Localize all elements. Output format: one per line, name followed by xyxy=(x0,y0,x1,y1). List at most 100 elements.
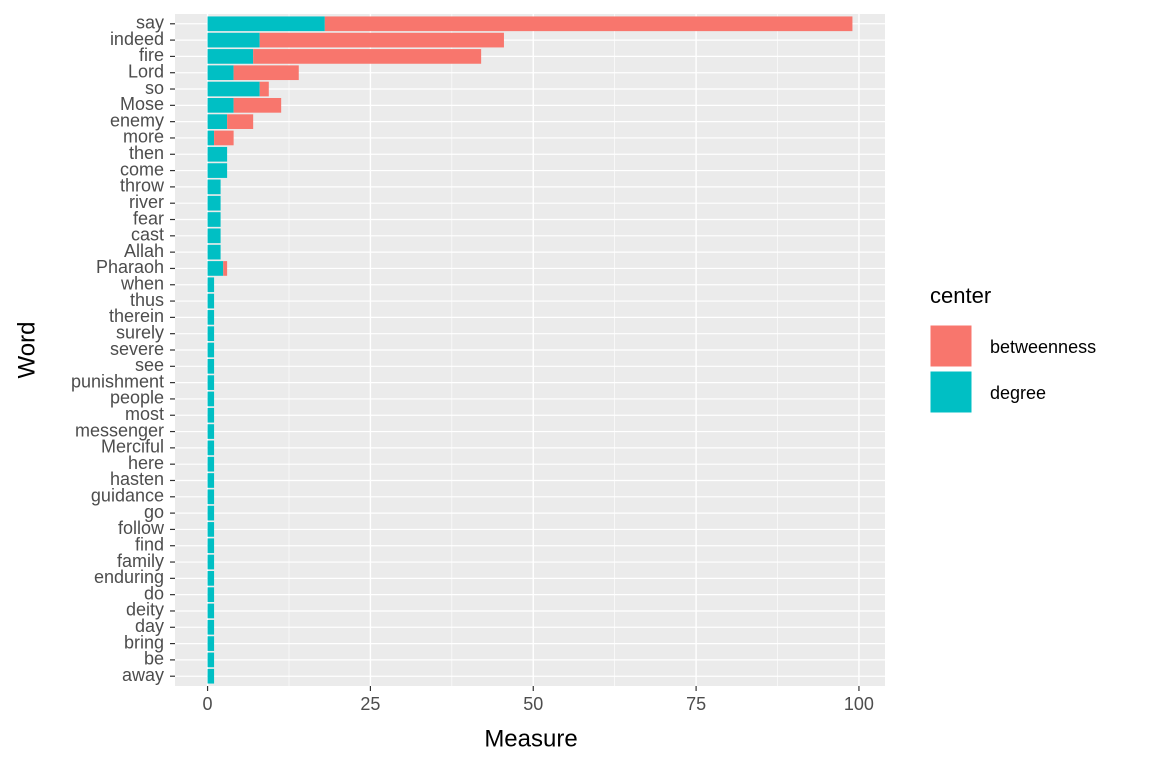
bar-segment xyxy=(207,163,228,178)
y-tick-label: therein xyxy=(109,306,164,326)
y-tick-label: surely xyxy=(116,322,164,342)
bar-segment xyxy=(207,505,215,521)
y-tick-label: day xyxy=(135,616,164,636)
bar-segment xyxy=(207,310,215,325)
bar-segment xyxy=(207,261,224,276)
bar-segment xyxy=(233,98,282,113)
y-tick-label: people xyxy=(110,388,164,408)
bar-segment xyxy=(207,81,260,97)
bar-segment xyxy=(207,456,215,472)
y-tick-label: go xyxy=(144,502,164,522)
bar-segment xyxy=(207,179,221,195)
bar-segment xyxy=(259,81,269,97)
x-tick-label: 75 xyxy=(686,694,706,714)
bar-segment xyxy=(207,32,260,48)
y-tick-label: then xyxy=(129,143,164,163)
y-tick-label: throw xyxy=(120,176,165,196)
y-tick-label: deity xyxy=(126,600,164,620)
y-tick-label: enemy xyxy=(110,110,164,130)
y-axis-title: Word xyxy=(13,322,40,379)
y-tick-label: fear xyxy=(133,208,164,228)
y-tick-label: away xyxy=(122,665,164,685)
bar-segment xyxy=(233,65,299,81)
y-tick-label: guidance xyxy=(91,486,164,506)
bar-segment xyxy=(207,212,221,227)
bar-segment xyxy=(207,65,234,81)
bar-segment xyxy=(207,391,215,407)
legend-key xyxy=(929,370,973,414)
y-tick-label: Allah xyxy=(124,241,164,261)
bar-segment xyxy=(207,587,215,602)
y-tick-label: most xyxy=(125,404,164,424)
y-tick-label: when xyxy=(120,274,164,294)
y-tick-label: find xyxy=(135,534,164,554)
bar-segment xyxy=(207,16,325,32)
y-tick-label: see xyxy=(135,355,164,375)
y-tick-label: cast xyxy=(131,225,164,245)
x-tick-label: 100 xyxy=(844,694,874,714)
bar-segment xyxy=(207,424,215,439)
y-tick-label: say xyxy=(136,13,164,33)
bar-segment xyxy=(207,522,215,537)
bar-segment xyxy=(227,114,254,129)
y-tick-label: thus xyxy=(130,290,164,310)
bar-segment xyxy=(223,261,228,276)
y-tick-label: river xyxy=(129,192,164,212)
bar-segment xyxy=(207,538,215,554)
bar-segment xyxy=(207,636,215,651)
bar-segment xyxy=(207,619,215,635)
x-axis-title: Measure xyxy=(484,725,577,752)
bar-segment xyxy=(207,668,215,684)
legend-label: degree xyxy=(990,383,1046,403)
y-tick-label: severe xyxy=(110,339,164,359)
y-tick-label: indeed xyxy=(110,29,164,49)
bar-segment xyxy=(207,603,215,619)
bar-segment xyxy=(207,98,234,113)
y-tick-label: follow xyxy=(118,518,165,538)
y-tick-label: family xyxy=(117,551,164,571)
bar-segment xyxy=(207,277,215,293)
bar-segment xyxy=(207,571,215,586)
y-tick-label: Mose xyxy=(120,94,164,114)
legend-key xyxy=(929,324,973,368)
bar-segment xyxy=(207,195,221,211)
y-tick-label: hasten xyxy=(110,469,164,489)
y-tick-label: bring xyxy=(124,632,164,652)
bar-segment xyxy=(207,554,215,570)
legend-title: center xyxy=(930,283,991,308)
x-tick-label: 25 xyxy=(360,694,380,714)
bar-segment xyxy=(207,228,221,244)
y-tick-label: fire xyxy=(139,45,164,65)
bar-segment xyxy=(324,16,853,32)
bar-segment xyxy=(207,473,215,488)
bar-segment xyxy=(207,146,228,162)
y-tick-label: be xyxy=(144,649,164,669)
bar-segment xyxy=(207,326,215,342)
y-tick-label: messenger xyxy=(75,420,164,440)
bar-segment xyxy=(253,49,482,64)
bar-segment xyxy=(207,375,215,390)
x-tick-label: 50 xyxy=(523,694,543,714)
y-tick-label: Lord xyxy=(128,61,164,81)
y-tick-label: Merciful xyxy=(101,437,164,457)
bar-segment xyxy=(207,342,215,358)
bar-segment xyxy=(207,652,215,668)
y-tick-label: enduring xyxy=(94,567,164,587)
bar-segment xyxy=(207,489,215,505)
bar-segment xyxy=(207,293,215,309)
x-tick-label: 0 xyxy=(203,694,213,714)
bar-segment xyxy=(207,49,254,64)
legend-label: betweenness xyxy=(990,337,1096,357)
y-tick-label: punishment xyxy=(71,371,164,391)
y-tick-label: Pharaoh xyxy=(96,257,164,277)
bar-segment xyxy=(207,114,228,129)
bar-segment xyxy=(207,440,215,456)
y-tick-label: here xyxy=(128,453,164,473)
y-tick-label: so xyxy=(145,78,164,98)
bar-segment xyxy=(207,130,215,146)
y-tick-label: do xyxy=(144,583,164,603)
bar-segment xyxy=(259,32,504,48)
y-tick-label: come xyxy=(120,159,164,179)
bar-segment xyxy=(207,407,215,423)
